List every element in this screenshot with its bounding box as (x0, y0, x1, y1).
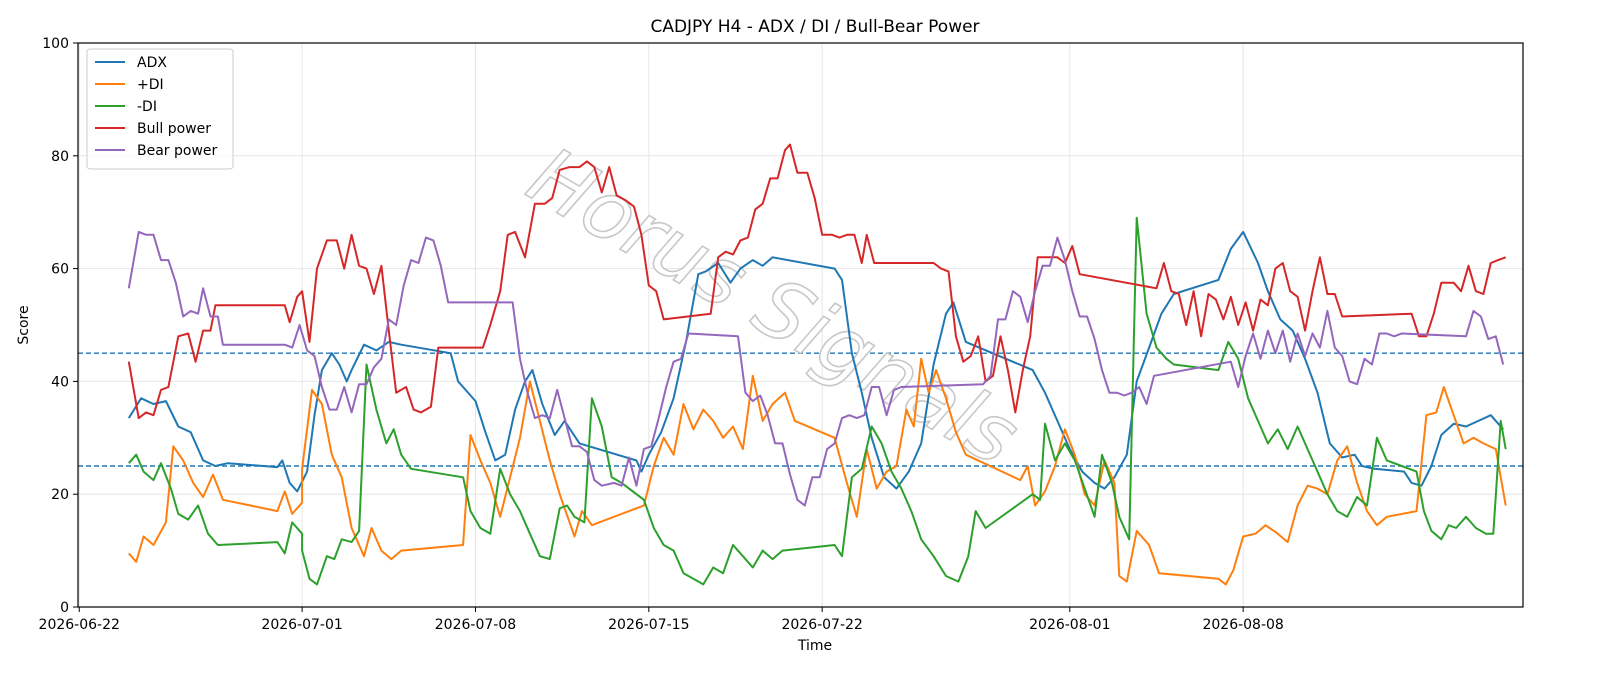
series-line-bull-power (127, 143, 1507, 420)
x-tick-label: 2026-08-08 (1202, 617, 1283, 633)
x-tick-label: 2026-06-22 (39, 617, 120, 633)
x-tick-label: 2026-07-15 (608, 617, 689, 633)
series-line-bear-power (127, 230, 1505, 507)
chart-title: CADJPY H4 - ADX / DI / Bull-Bear Power (650, 17, 979, 37)
y-tick-label: 40 (51, 374, 69, 390)
y-tick-label: 0 (60, 600, 69, 616)
series-layer (127, 143, 1507, 586)
legend-box (86, 48, 234, 170)
y-tick-label: 100 (42, 36, 69, 52)
x-tick-label: 2026-07-08 (435, 617, 516, 633)
x-axis-label: Time (797, 638, 832, 654)
y-tick-label: 80 (51, 149, 69, 165)
y-tick-label: 60 (51, 262, 69, 278)
y-axis-ticks: 0 20 40 60 80 100 (42, 36, 78, 616)
plot-frame (77, 42, 1524, 608)
legend: ADX +DI -DI Bull power Bear power (86, 48, 234, 170)
x-axis-ticks: 2026-06-22 2026-07-01 2026-07-08 2026-07-15… (39, 607, 1284, 633)
legend-label: ADX (137, 55, 167, 71)
y-axis-label: Score (16, 305, 32, 344)
legend-label: Bear power (137, 143, 218, 159)
x-tick-label: 2026-08-01 (1029, 617, 1110, 633)
reference-lines (78, 352, 1523, 467)
legend-label: +DI (137, 77, 164, 93)
x-tick-label: 2026-07-01 (261, 617, 342, 633)
legend-label: -DI (137, 99, 157, 115)
legend-label: Bull power (137, 121, 211, 137)
y-tick-label: 20 (51, 487, 69, 503)
series-line--di (128, 357, 1507, 586)
x-tick-label: 2026-07-22 (781, 617, 862, 633)
series-line--di (128, 216, 1507, 586)
